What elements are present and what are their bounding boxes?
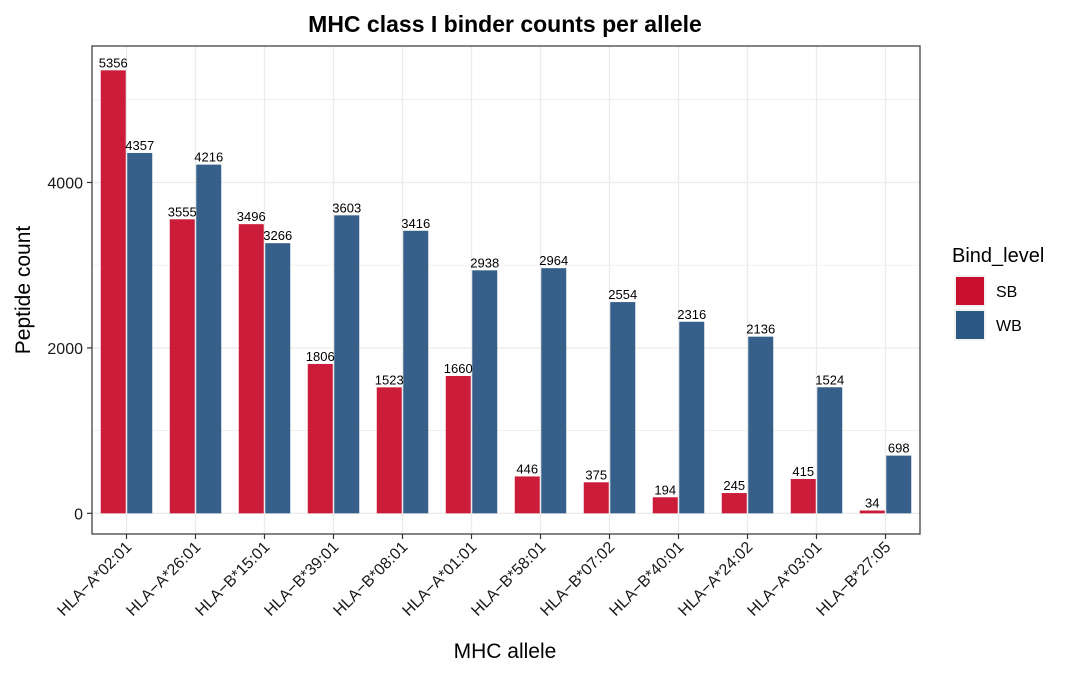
data-label-sb: 1806: [306, 349, 335, 364]
data-label-wb: 4357: [125, 138, 154, 153]
bar-wb: [196, 164, 222, 514]
bar-wb: [886, 455, 912, 514]
data-label-sb: 34: [865, 496, 879, 511]
bar-sb: [859, 510, 885, 514]
bar-wb: [817, 387, 843, 514]
bar-wb: [679, 321, 705, 514]
bar-wb: [748, 336, 774, 514]
y-tick-label: 2000: [47, 341, 83, 358]
gridlines: [92, 46, 920, 534]
bar-sb: [307, 363, 333, 514]
bar-wb: [334, 215, 360, 514]
legend-swatch-wb: [956, 311, 984, 339]
data-label-wb: 2136: [746, 322, 775, 337]
data-label-wb: 2316: [677, 307, 706, 322]
data-label-wb: 1524: [815, 372, 844, 387]
data-label-wb: 2938: [470, 255, 499, 270]
data-label-sb: 446: [516, 461, 538, 476]
data-label-wb: 2554: [608, 287, 637, 302]
data-label-sb: 375: [585, 467, 607, 482]
bar-sb: [238, 224, 264, 514]
bar-sb: [445, 376, 471, 514]
legend-swatch-sb: [956, 277, 984, 305]
bar-wb: [127, 152, 153, 514]
x-axis: HLA−A*02:01HLA−A*26:01HLA−B*15:01HLA−B*3…: [54, 534, 894, 620]
data-label-sb: 415: [792, 464, 814, 479]
bar-wb: [265, 243, 291, 514]
data-label-wb: 3416: [401, 216, 430, 231]
bar-sb: [583, 482, 609, 514]
data-label-sb: 245: [723, 478, 745, 493]
bar-wb: [472, 270, 498, 514]
data-label-wb: 2964: [539, 253, 568, 268]
plot-area: [92, 46, 920, 534]
data-label-sb: 3555: [168, 204, 197, 219]
legend-title: Bind_level: [952, 245, 1044, 267]
panel-frame: [91, 45, 921, 535]
data-label-sb: 5356: [99, 55, 128, 70]
data-labels: 5356435735554216349632661806360315233416…: [99, 55, 910, 510]
data-label-wb: 4216: [194, 150, 223, 165]
x-tick-label: HLA−B*27:05: [813, 539, 894, 620]
y-axis-title: Peptide count: [12, 226, 35, 355]
bar-sb: [721, 493, 747, 514]
bar-sb: [514, 476, 540, 514]
legend-label-sb: SB: [996, 284, 1017, 301]
bar-wb: [610, 302, 636, 514]
panel-border: [91, 45, 921, 535]
bar-wb: [541, 268, 567, 514]
bar-wb: [403, 230, 429, 514]
chart-title: MHC class I binder counts per allele: [308, 11, 702, 37]
bar-sb: [169, 219, 195, 514]
data-label-sb: 1660: [444, 361, 473, 376]
data-label-wb: 698: [888, 441, 910, 456]
x-axis-title: MHC allele: [454, 640, 557, 663]
bar-sb: [652, 497, 678, 514]
data-label-sb: 1523: [375, 372, 404, 387]
y-tick-label: 4000: [47, 175, 83, 192]
y-tick-label: 0: [74, 506, 83, 523]
data-label-wb: 3266: [263, 228, 292, 243]
bar-sb: [790, 478, 816, 514]
y-axis: 0 2000 4000: [47, 175, 92, 523]
plot-background: [92, 46, 920, 534]
data-label-sb: 3496: [237, 209, 266, 224]
legend-label-wb: WB: [996, 318, 1022, 335]
bar-sb: [100, 70, 126, 514]
data-label-sb: 194: [654, 482, 676, 497]
bars: [100, 70, 912, 514]
legend: Bind_level SB WB: [952, 245, 1044, 341]
bar-sb: [376, 387, 402, 514]
data-label-wb: 3603: [332, 200, 361, 215]
